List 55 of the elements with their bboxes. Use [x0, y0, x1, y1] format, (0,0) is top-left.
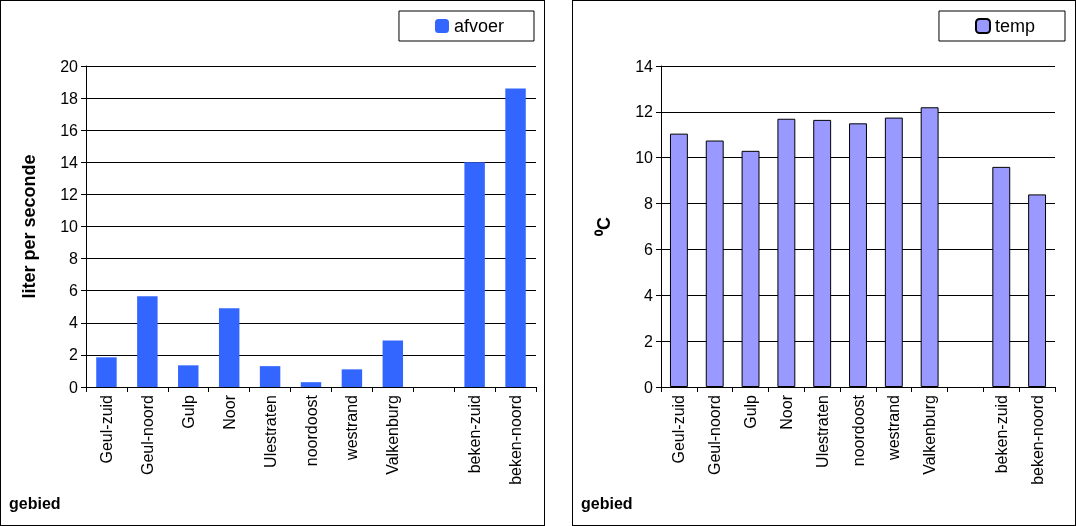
y-tick-label: 12	[60, 185, 79, 203]
x-tick-label: beken-noord	[1028, 395, 1046, 485]
y-tick-label: 2	[69, 346, 79, 364]
y-tick-label: 0	[69, 378, 79, 396]
y-tick-label: 2	[644, 332, 654, 350]
legend-label: afvoer	[453, 16, 505, 36]
y-tick-label: 6	[69, 282, 79, 300]
bar	[259, 366, 281, 387]
x-tick-label: Gulp	[742, 394, 760, 429]
x-tick-label: Ulestraten	[261, 395, 279, 468]
x-tick-label: noordoost	[849, 394, 867, 467]
x-tick-label: Noor	[777, 394, 795, 430]
x-tick-label: Geul-noord	[138, 395, 156, 476]
x-tick-label: Noor	[220, 394, 238, 430]
y-tick-label: 10	[60, 218, 79, 235]
legend-label: temp	[994, 16, 1036, 36]
x-tick-label: Ulestraten	[813, 395, 831, 468]
x-tick-label: Geul-noord	[706, 395, 724, 476]
y-tick-label: 8	[69, 250, 79, 268]
y-tick-label: 18	[60, 89, 79, 107]
x-tick-label: Valkenburg	[921, 395, 939, 475]
x-tick-label: Geul-zuid	[670, 395, 688, 464]
x-tick-label: Geul-zuid	[97, 395, 115, 464]
bar	[178, 365, 199, 387]
bar	[341, 369, 363, 387]
bar	[505, 88, 526, 387]
bar	[300, 382, 322, 387]
bar	[464, 162, 485, 387]
y-tick-label: 14	[60, 153, 79, 171]
y-tick-label: 0	[644, 378, 654, 396]
x-axis-title: gebied	[9, 494, 61, 512]
x-tick-label: westrand	[343, 395, 361, 461]
y-tick-label: 12	[635, 103, 654, 121]
y-axis-title: liter per seconde	[19, 154, 39, 299]
x-tick-label: beken-zuid	[992, 395, 1010, 474]
y-tick-label: 16	[60, 121, 79, 139]
bar	[137, 296, 158, 387]
x-tick-label: beken-zuid	[466, 395, 484, 474]
bar	[96, 357, 117, 387]
bar	[218, 308, 240, 387]
y-tick-label: 10	[635, 149, 654, 167]
y-tick-label: 4	[644, 286, 654, 304]
x-tick-label: westrand	[885, 395, 903, 461]
x-tick-label: Valkenburg	[384, 395, 402, 475]
y-tick-label: 6	[644, 240, 654, 258]
x-tick-label: beken-noord	[507, 395, 525, 485]
x-tick-label: noordoost	[302, 394, 320, 467]
y-axis-title: ⁰C	[594, 217, 614, 236]
y-tick-label: 4	[69, 314, 79, 332]
y-tick-label: 14	[635, 57, 654, 75]
x-tick-label: Gulp	[179, 394, 197, 429]
y-tick-label: 8	[644, 195, 654, 213]
bar	[382, 340, 404, 387]
x-axis-title: gebied	[581, 494, 633, 512]
y-tick-label: 20	[60, 57, 79, 75]
